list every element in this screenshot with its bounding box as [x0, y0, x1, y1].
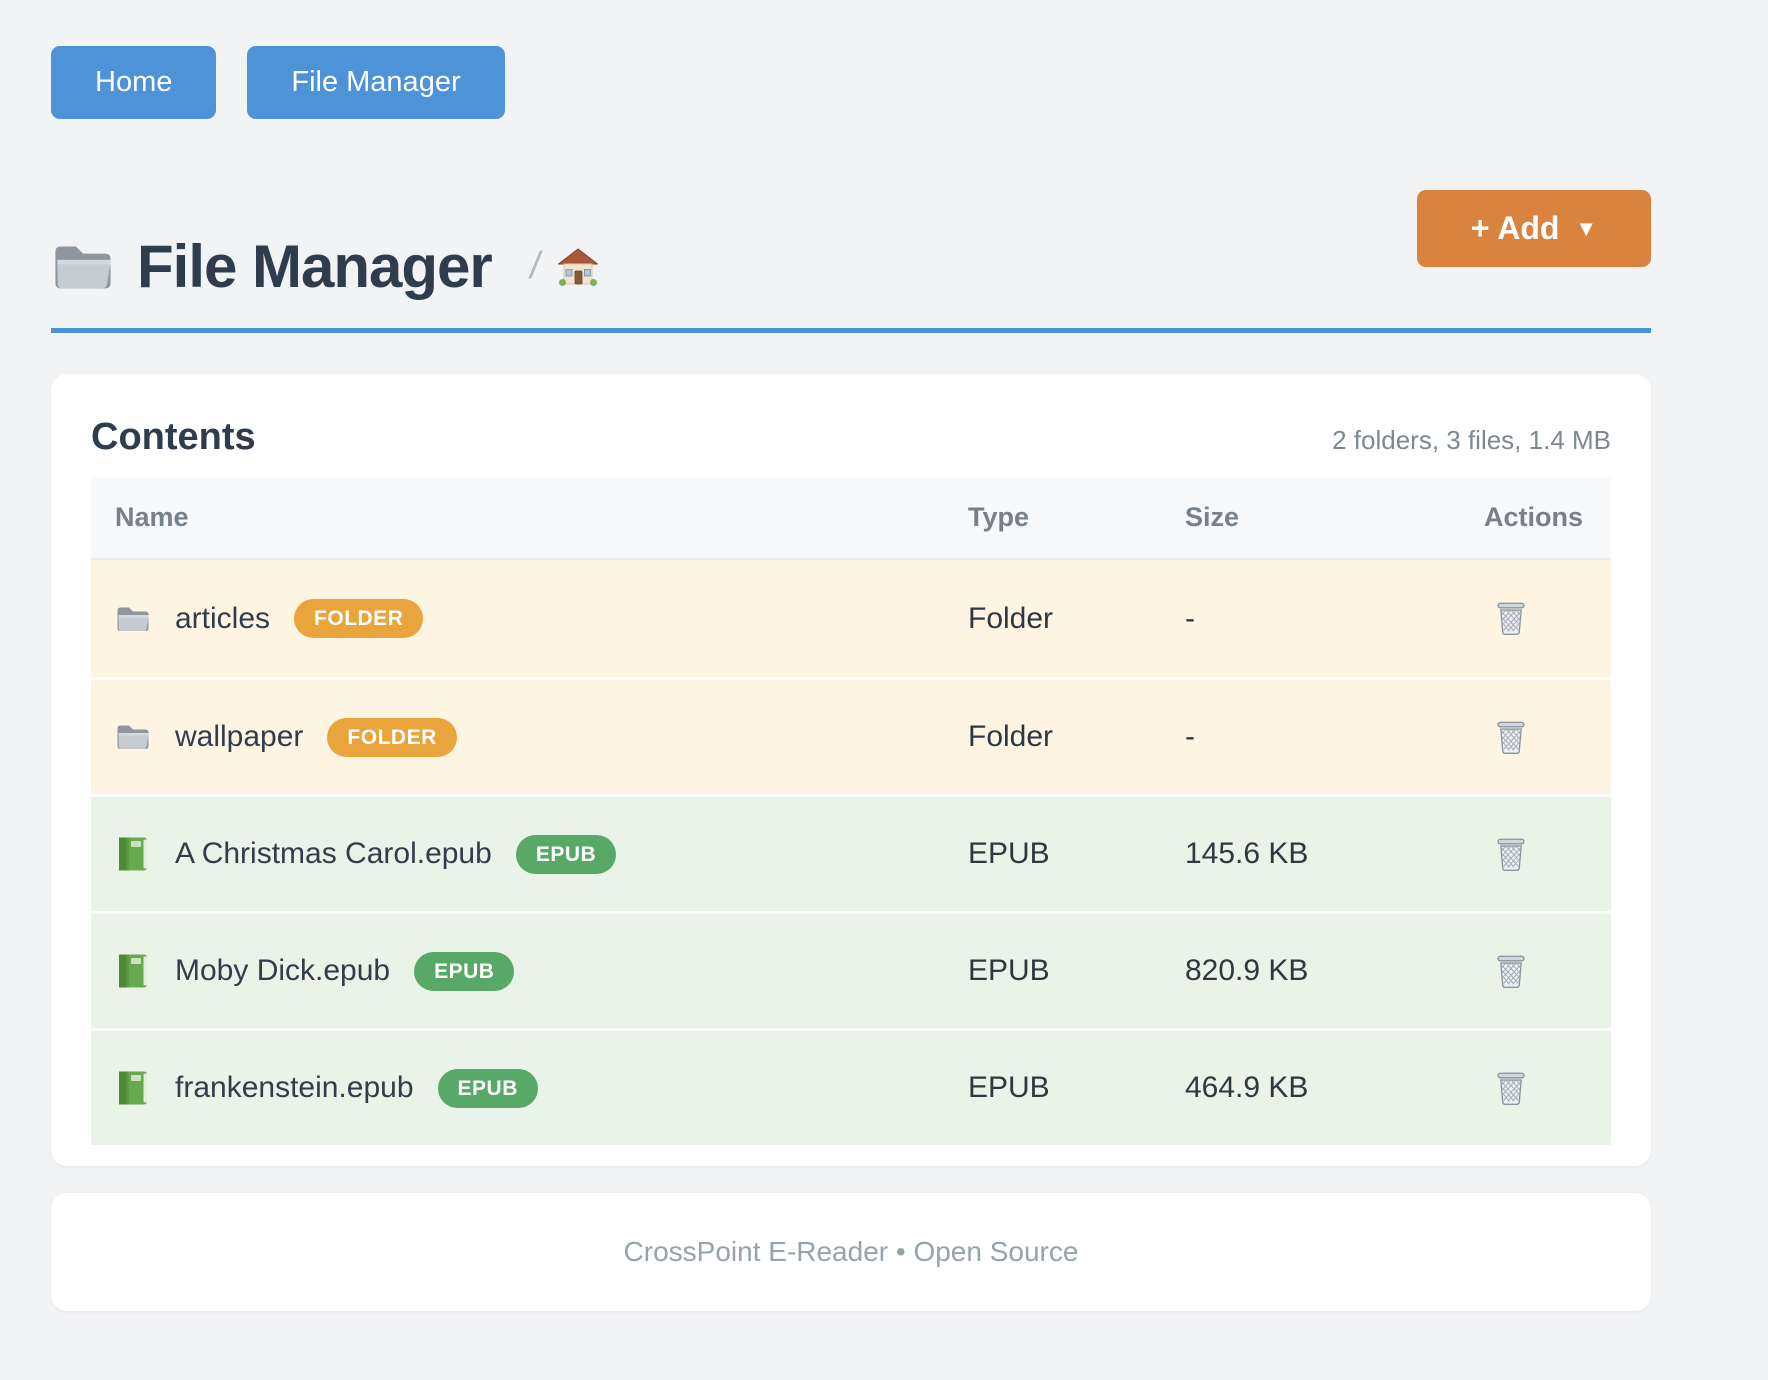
caret-down-icon: ▼ — [1575, 215, 1598, 241]
column-header-size: Size — [1185, 502, 1240, 532]
file-type: Folder — [968, 720, 1054, 753]
title-divider — [51, 328, 1651, 333]
footer-card: CrossPoint E-Reader • Open Source — [51, 1193, 1651, 1311]
folder-icon — [117, 725, 149, 749]
actions-cell — [1411, 837, 1611, 872]
file-size: - — [1185, 601, 1195, 635]
delete-button[interactable] — [1496, 1071, 1526, 1106]
nav-home-button[interactable]: Home — [51, 46, 217, 119]
table-header-row: Name Type Size Actions — [91, 477, 1611, 560]
delete-button[interactable] — [1496, 837, 1526, 872]
row-icon-wrap — [115, 719, 151, 755]
type-badge: EPUB — [414, 951, 515, 991]
actions-cell — [1411, 601, 1611, 636]
page-title: File Manager — [137, 233, 493, 300]
folder-icon — [51, 240, 115, 294]
column-header-type: Type — [968, 502, 1030, 532]
file-size: 820.9 KB — [1185, 954, 1309, 987]
nav-file-manager-button[interactable]: File Manager — [247, 46, 505, 119]
file-size: 145.6 KB — [1185, 837, 1309, 870]
file-type: EPUB — [968, 1071, 1050, 1104]
row-icon-wrap — [115, 1070, 151, 1106]
delete-button[interactable] — [1496, 720, 1526, 755]
table-row: A Christmas Carol.epub EPUB EPUB 145.6 K… — [91, 794, 1611, 911]
type-badge: EPUB — [437, 1068, 538, 1108]
row-icon-wrap — [115, 601, 151, 637]
file-type: Folder — [968, 601, 1054, 635]
file-table: Name Type Size Actions — [91, 477, 1611, 1145]
green-book-icon — [119, 1071, 147, 1105]
contents-card: Contents 2 folders, 3 files, 1.4 MB Name… — [51, 374, 1651, 1166]
table-row: wallpaper FOLDER Folder - — [91, 677, 1611, 794]
trash-icon — [1497, 1072, 1525, 1105]
home-icon[interactable] — [557, 247, 600, 287]
green-book-icon — [119, 837, 147, 871]
trash-icon — [1497, 721, 1525, 754]
contents-card-header: Contents 2 folders, 3 files, 1.4 MB — [91, 374, 1611, 458]
type-badge: EPUB — [515, 834, 617, 874]
trash-icon — [1497, 602, 1525, 635]
file-size: - — [1185, 720, 1195, 753]
actions-cell — [1411, 954, 1611, 989]
green-book-icon — [119, 954, 147, 988]
name-cell: frankenstein.epub EPUB — [91, 1068, 968, 1108]
trash-icon — [1497, 838, 1525, 871]
contents-heading: Contents — [91, 416, 256, 458]
row-icon-wrap — [115, 953, 151, 989]
file-type: EPUB — [968, 954, 1050, 987]
actions-cell — [1411, 1071, 1611, 1106]
table-row: articles FOLDER Folder - — [91, 560, 1611, 677]
breadcrumb-separator: / — [526, 245, 544, 287]
contents-summary: 2 folders, 3 files, 1.4 MB — [1332, 425, 1611, 455]
page-header: File Manager / + Add ▼ — [51, 186, 1651, 300]
type-badge: FOLDER — [327, 717, 457, 757]
table-row: Moby Dick.epub EPUB EPUB 820.9 KB — [91, 911, 1611, 1028]
name-cell: articles FOLDER — [91, 599, 968, 638]
add-button-label: + Add — [1470, 210, 1560, 246]
folder-icon — [117, 607, 149, 631]
top-nav: Home File Manager — [51, 46, 505, 119]
actions-cell — [1411, 720, 1611, 755]
table-row: frankenstein.epub EPUB EPUB 464.9 KB — [91, 1028, 1611, 1145]
name-cell: Moby Dick.epub EPUB — [91, 951, 968, 991]
column-header-name: Name — [115, 502, 189, 532]
type-badge: FOLDER — [294, 599, 424, 638]
row-icon-wrap — [115, 836, 151, 872]
file-name[interactable]: Moby Dick.epub — [175, 954, 391, 987]
delete-button[interactable] — [1496, 601, 1526, 636]
trash-icon — [1497, 955, 1525, 988]
table-body: articles FOLDER Folder - — [91, 560, 1611, 1145]
title-group: File Manager / — [51, 232, 600, 301]
name-cell: A Christmas Carol.epub EPUB — [91, 834, 968, 874]
footer-text: CrossPoint E-Reader • Open Source — [623, 1236, 1079, 1267]
file-name[interactable]: articles — [175, 601, 271, 635]
name-cell: wallpaper FOLDER — [91, 717, 968, 757]
delete-button[interactable] — [1496, 954, 1526, 989]
file-name[interactable]: wallpaper — [175, 720, 304, 753]
add-button[interactable]: + Add ▼ — [1417, 190, 1651, 267]
file-name[interactable]: A Christmas Carol.epub — [175, 837, 492, 870]
file-size: 464.9 KB — [1185, 1071, 1309, 1104]
column-header-actions: Actions — [1483, 502, 1583, 532]
file-name[interactable]: frankenstein.epub — [175, 1071, 414, 1104]
file-type: EPUB — [968, 837, 1050, 870]
